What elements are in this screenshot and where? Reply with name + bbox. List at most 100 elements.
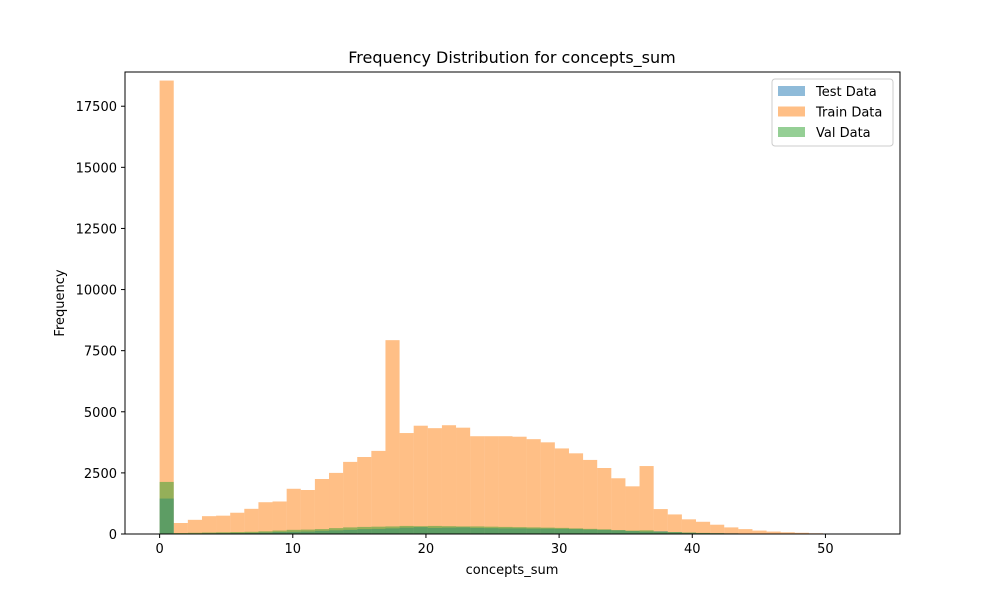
- val-data-bar-24: [498, 526, 513, 534]
- train-data-bar-38: [696, 521, 711, 534]
- train-data-bar-34: [639, 466, 654, 534]
- legend-label-test-data: Test Data: [815, 85, 877, 100]
- val-data-bar-8: [272, 530, 287, 534]
- train-data-bar-18: [413, 425, 428, 534]
- train-data-bar-13: [343, 461, 358, 534]
- train-data-bar-2: [187, 519, 202, 534]
- val-data-bar-4: [216, 532, 231, 534]
- train-data-bar-26: [526, 439, 541, 534]
- train-data-bar-37: [681, 519, 696, 534]
- train-data-bar-22: [470, 436, 485, 534]
- train-data-bar-23: [484, 436, 499, 534]
- train-data-bar-9: [286, 488, 301, 534]
- train-data-bar-24: [498, 436, 513, 534]
- x-tick-label-30: 30: [551, 542, 568, 557]
- val-data-bar-31: [597, 529, 612, 534]
- train-data-bar-14: [357, 457, 372, 534]
- val-data-bar-29: [568, 528, 584, 534]
- x-tick-label-10: 10: [285, 542, 302, 557]
- val-data-bar-11: [314, 529, 330, 534]
- train-data-bar-30: [583, 459, 598, 534]
- y-tick-label-15000: 15000: [76, 161, 117, 176]
- val-data-bar-37: [681, 532, 696, 534]
- y-tick-label-2500: 2500: [84, 467, 117, 482]
- bars-layer: [159, 80, 866, 534]
- train-data-bar-11: [314, 479, 330, 534]
- y-tick-label-12500: 12500: [76, 222, 117, 237]
- y-tick-label-5000: 5000: [84, 406, 117, 421]
- train-data-bar-1: [173, 523, 188, 534]
- train-data-bar-33: [625, 486, 640, 534]
- val-data-bar-10: [300, 529, 315, 534]
- train-data-bar-39: [710, 524, 725, 534]
- val-data-bar-30: [583, 528, 598, 534]
- val-data-bar-38: [696, 532, 711, 534]
- val-data-bar-2: [187, 532, 202, 534]
- legend: Test Data Train Data Val Data: [771, 78, 894, 147]
- val-data-bar-34: [639, 530, 654, 534]
- train-data-bar-36: [667, 514, 682, 534]
- val-data-bar-25: [512, 527, 527, 534]
- train-data-bar-42: [752, 530, 767, 534]
- legend-swatch-val-data: [778, 127, 805, 137]
- y-tick-label-7500: 7500: [84, 345, 117, 360]
- val-data-bar-7: [258, 531, 273, 534]
- train-data-bar-44: [780, 532, 795, 534]
- val-data-bar-5: [230, 532, 245, 534]
- chart-title: Frequency Distribution for concepts_sum: [348, 48, 675, 68]
- val-data-bar-12: [329, 528, 344, 534]
- train-data-bar-31: [597, 468, 612, 534]
- train-data-bar-17: [399, 433, 414, 534]
- val-data-bar-19: [427, 525, 442, 534]
- plot-frame: [124, 71, 901, 535]
- train-data-bar-32: [611, 478, 626, 534]
- y-axis: 0 2500 5000 7500 10000 12500 15000 17500: [76, 100, 125, 543]
- val-data-bar-20: [441, 526, 457, 534]
- val-data-bar-13: [343, 527, 358, 534]
- train-data-bar-27: [540, 442, 555, 534]
- legend-swatch-train-data: [778, 106, 805, 117]
- train-data-bar-28: [554, 448, 569, 534]
- y-tick-label-0: 0: [109, 528, 117, 543]
- legend-label-val-data: Val Data: [816, 126, 871, 141]
- x-tick-label-0: 0: [155, 542, 163, 557]
- val-data-bar-17: [399, 525, 414, 534]
- val-data-bar-16: [385, 526, 400, 534]
- val-data-bar-18: [413, 526, 428, 534]
- train-data-bar-12: [329, 472, 344, 534]
- y-axis-label: Frequency: [53, 269, 68, 336]
- val-data-bar-36: [667, 532, 682, 534]
- train-data-bar-0: [159, 80, 174, 534]
- train-data-bar-7: [258, 502, 273, 534]
- train-data-bar-4: [216, 515, 231, 534]
- x-tick-label-20: 20: [418, 542, 435, 557]
- val-data-bar-3: [201, 532, 217, 534]
- x-tick-label-40: 40: [684, 542, 701, 557]
- val-data-bar-35: [653, 531, 668, 534]
- train-data-bar-35: [653, 509, 668, 534]
- val-data-bar-27: [540, 527, 555, 534]
- y-tick-label-17500: 17500: [76, 100, 117, 115]
- x-axis: 0 10 20 30 40 50: [155, 534, 834, 557]
- train-data-bar-25: [512, 436, 527, 534]
- train-data-bar-5: [230, 512, 245, 534]
- train-data-bar-8: [272, 501, 287, 534]
- val-data-bar-6: [244, 531, 259, 534]
- train-data-bar-20: [441, 425, 457, 534]
- val-data-bar-33: [625, 530, 640, 534]
- val-data-bar-14: [357, 526, 372, 534]
- val-data-bar-21: [456, 526, 471, 534]
- train-data-bar-21: [456, 427, 471, 534]
- val-data-bar-23: [484, 526, 499, 534]
- val-data-bar-15: [371, 526, 386, 534]
- train-data-bar-19: [427, 428, 442, 534]
- train-data-bar-45: [794, 532, 809, 534]
- train-data-bar-43: [766, 531, 781, 534]
- legend-swatch-test-data: [778, 86, 805, 96]
- train-data-bar-10: [300, 490, 315, 534]
- train-data-bar-6: [244, 508, 259, 534]
- val-data-bar-9: [286, 529, 301, 534]
- train-data-bar-40: [724, 527, 739, 534]
- train-data-bar-3: [201, 516, 217, 534]
